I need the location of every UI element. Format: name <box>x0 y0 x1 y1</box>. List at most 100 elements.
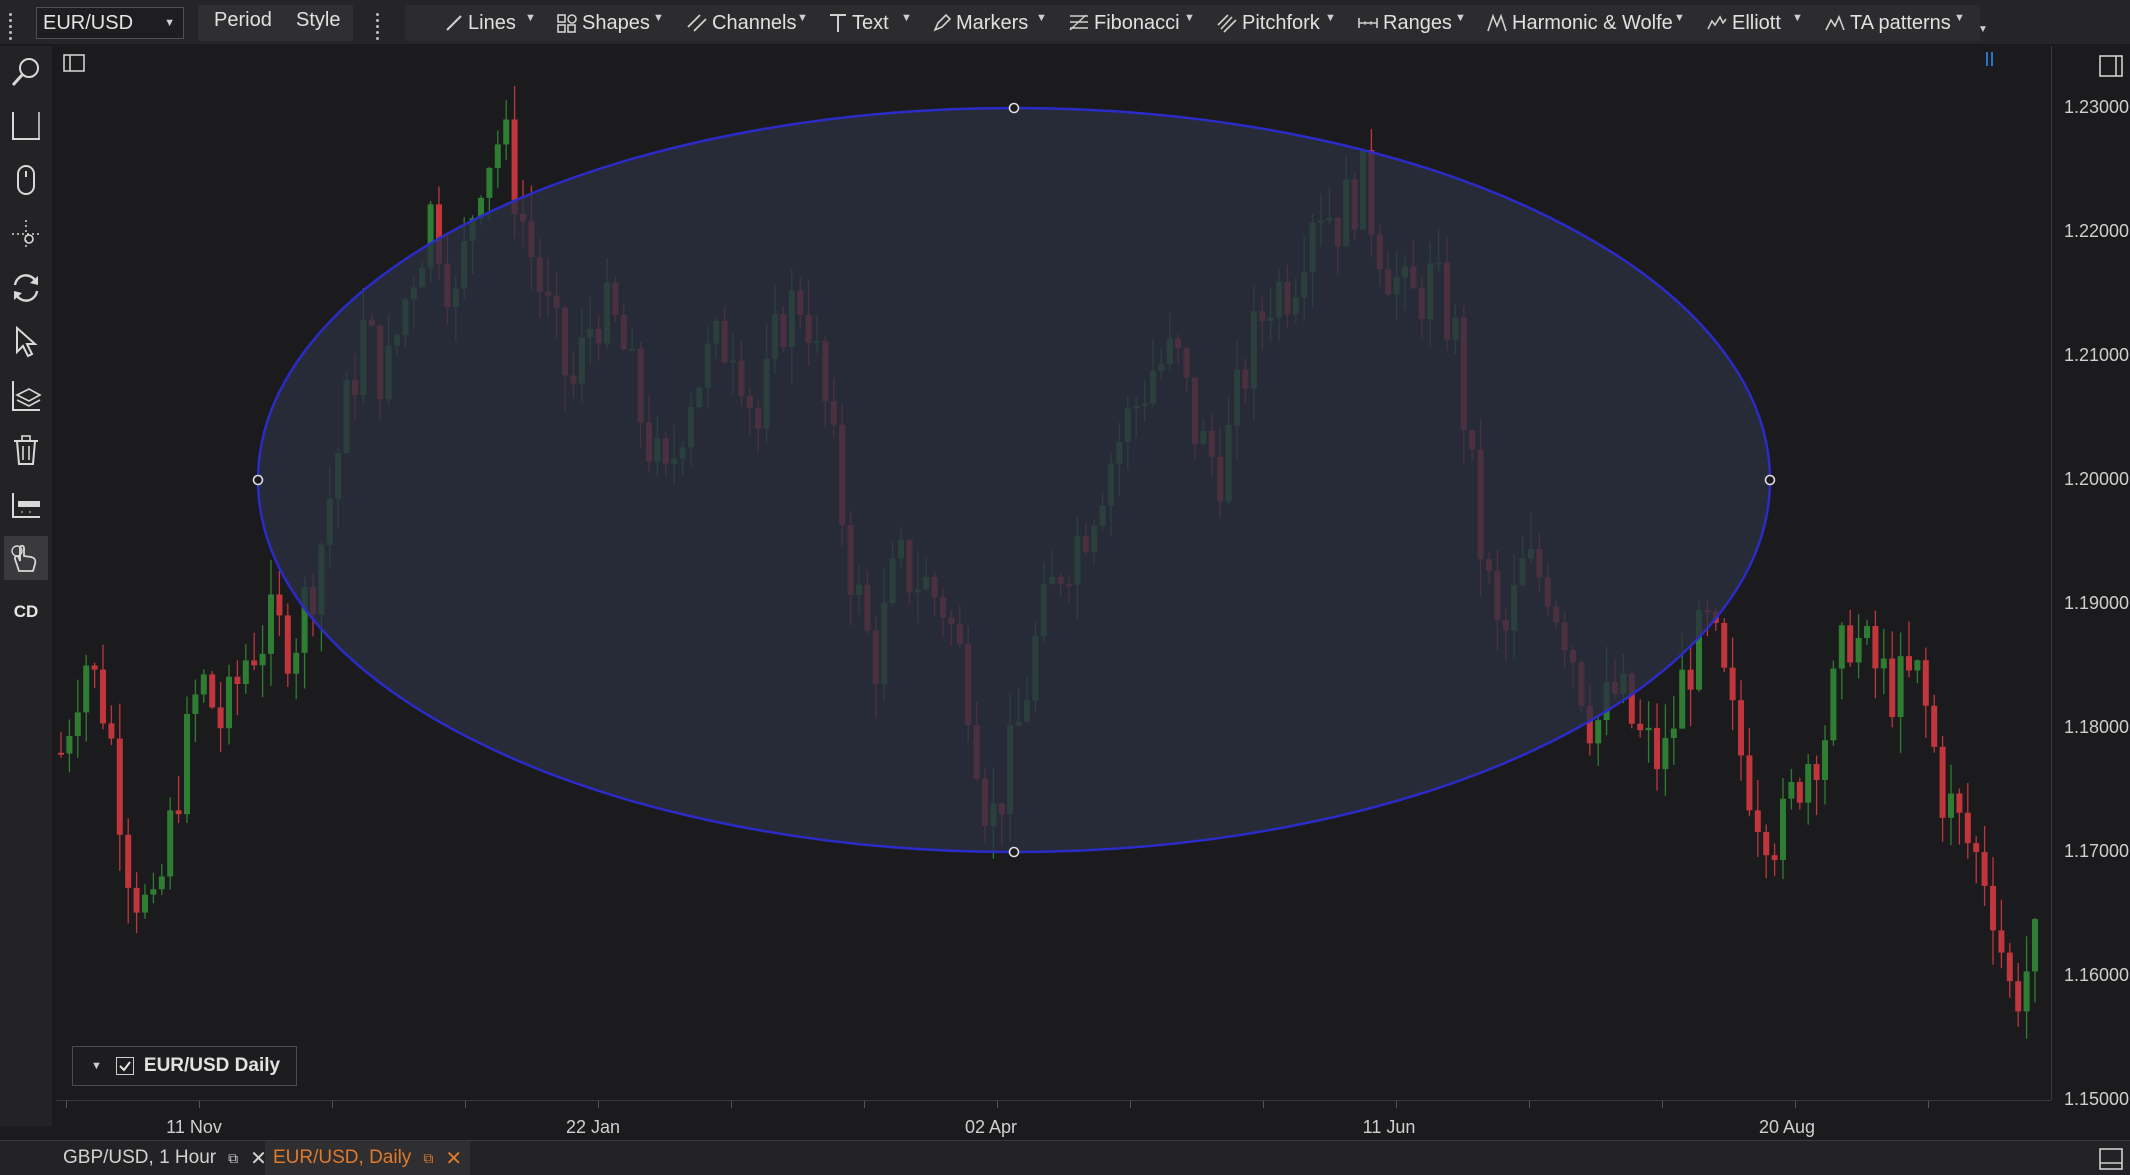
candle-body <box>1964 812 1971 844</box>
panel-right-icon[interactable] <box>2098 54 2124 80</box>
mouse-tool[interactable] <box>4 158 48 202</box>
ranges-button[interactable]: Ranges <box>1357 7 1452 39</box>
panel-bottom-icon[interactable] <box>2098 1147 2124 1171</box>
candle-body <box>217 707 224 729</box>
series-legend[interactable]: ▼ EUR/USD Daily <box>72 1046 297 1086</box>
chevron-down-icon[interactable]: ▼ <box>1792 12 1803 24</box>
ellipse-handle[interactable] <box>1764 474 1776 486</box>
channels-button[interactable]: Channels <box>686 7 797 39</box>
layers-icon <box>12 381 42 411</box>
price-label: 1.22000 <box>2064 221 2130 241</box>
layers-tool[interactable] <box>4 374 48 418</box>
symbol-value: EUR/USD <box>43 12 134 34</box>
pan-icon <box>12 220 40 248</box>
chevron-down-icon[interactable]: ▼ <box>1674 12 1685 24</box>
legend-label: EUR/USD Daily <box>143 1055 281 1076</box>
price-chart[interactable] <box>56 46 2051 1100</box>
time-label: 22 Jan <box>565 1117 621 1137</box>
close-icon[interactable]: ✕ <box>445 1147 463 1170</box>
grip-icon[interactable] <box>375 10 379 40</box>
candle-body <box>58 752 64 755</box>
chevron-down-icon[interactable]: ▼ <box>797 12 808 24</box>
legend-checkbox[interactable] <box>115 1057 134 1075</box>
chevron-down-icon[interactable]: ▼ <box>525 12 536 24</box>
channels-icon <box>687 14 707 32</box>
pause-icon[interactable] <box>1985 50 1995 70</box>
ellipse-handle[interactable] <box>252 474 264 486</box>
candle-body <box>427 204 434 268</box>
select-tool[interactable] <box>4 320 48 364</box>
style-button[interactable]: Style <box>296 9 341 31</box>
candle-body <box>1788 781 1795 799</box>
price-label: 1.23000 <box>2064 97 2130 117</box>
markers-button[interactable]: Markers <box>932 7 1028 39</box>
chevron-down-icon[interactable]: ▼ <box>1325 12 1336 24</box>
zoom-tool[interactable] <box>4 50 48 94</box>
period-style-group <box>198 5 353 41</box>
ellipse-handle[interactable] <box>1008 102 1020 114</box>
cd-label: CD <box>13 602 39 621</box>
overflow-icon[interactable]: ▼ <box>1978 24 1988 35</box>
ellipse-handle[interactable] <box>1008 846 1020 858</box>
symbol-select[interactable]: EUR/USD ▼ <box>36 7 184 39</box>
candle-body <box>200 674 207 695</box>
time-axis[interactable]: 11 Nov 22 Jan 02 Apr 11 Jun 20 Aug <box>56 1100 2051 1140</box>
tab-eurusd[interactable]: EUR/USD, Daily ⧉ ✕ <box>265 1141 471 1175</box>
hand-icon <box>11 544 37 572</box>
pan-tool[interactable] <box>4 212 48 256</box>
measure-tool[interactable] <box>4 482 48 526</box>
harmonic-wolfe-button[interactable]: Harmonic & Wolfe <box>1486 7 1673 39</box>
candle-body <box>116 738 123 835</box>
elliott-button[interactable]: Elliott <box>1706 7 1781 39</box>
candle-body <box>2032 919 2038 972</box>
delete-tool[interactable] <box>4 428 48 472</box>
shapes-button[interactable]: Shapes <box>556 7 650 39</box>
shapes-icon <box>557 14 577 33</box>
time-label: 02 Apr <box>964 1117 1018 1137</box>
chevron-down-icon[interactable]: ▼ <box>1954 12 1965 24</box>
price-label: 1.20000 <box>2064 469 2130 489</box>
candle-body <box>1670 728 1677 739</box>
price-axis[interactable]: 1.23000 1.22000 1.21000 1.20000 1.19000 1.180… <box>2051 46 2130 1109</box>
chevron-down-icon[interactable]: ▼ <box>901 12 912 24</box>
time-tick <box>598 1101 599 1108</box>
detach-icon[interactable]: ⧉ <box>228 1149 239 1166</box>
price-label: 1.15000 <box>2064 1089 2130 1109</box>
candle-body <box>1906 656 1912 671</box>
time-tick <box>1795 1101 1796 1108</box>
cursor-icon <box>16 325 38 358</box>
ellipse-shape[interactable] <box>256 106 1772 854</box>
time-tick <box>1928 1101 1929 1108</box>
text-button[interactable]: Text <box>828 7 889 39</box>
chevron-down-icon[interactable]: ▼ <box>1455 12 1466 24</box>
lines-icon <box>446 15 462 31</box>
chevron-down-icon[interactable]: ▼ <box>653 12 664 24</box>
cd-tool[interactable]: CD <box>4 590 48 634</box>
tab-gbpusd[interactable]: GBP/USD, 1 Hour ⧉ ✕ <box>55 1141 275 1175</box>
period-button[interactable]: Period <box>214 9 272 31</box>
price-label: 1.21000 <box>2064 345 2130 365</box>
detach-icon[interactable]: ⧉ <box>423 1149 434 1166</box>
fibonacci-button[interactable]: Fibonacci <box>1068 7 1180 39</box>
candle-body <box>1830 668 1837 741</box>
panel-toggle-icon[interactable] <box>62 52 86 76</box>
chart-area[interactable] <box>56 46 2051 1100</box>
close-icon[interactable]: ✕ <box>250 1147 267 1170</box>
grip-icon[interactable] <box>8 10 12 40</box>
time-tick <box>1263 1101 1264 1108</box>
chevron-down-icon[interactable]: ▼ <box>1184 12 1195 24</box>
chart-tabs: GBP/USD, 1 Hour ⧉ ✕ EUR/USD, Daily ⧉ ✕ <box>0 1140 2130 1175</box>
crosshair-tool[interactable] <box>4 104 48 148</box>
price-label: 1.17000 <box>2064 841 2130 861</box>
text-icon <box>830 14 846 32</box>
ta-patterns-button[interactable]: TA patterns <box>1824 7 1951 39</box>
chevron-down-icon[interactable]: ▼ <box>1036 12 1047 24</box>
lines-button[interactable]: Lines <box>444 7 516 39</box>
collapse-arrow-icon[interactable]: ▼ <box>91 1060 102 1072</box>
refresh-tool[interactable] <box>4 266 48 310</box>
pitchfork-button[interactable]: Pitchfork <box>1216 7 1320 39</box>
candle-body <box>1687 669 1694 690</box>
time-label: 11 Jun <box>1362 1117 1416 1137</box>
touch-tool[interactable] <box>4 536 48 580</box>
candle-body <box>1956 793 1963 813</box>
